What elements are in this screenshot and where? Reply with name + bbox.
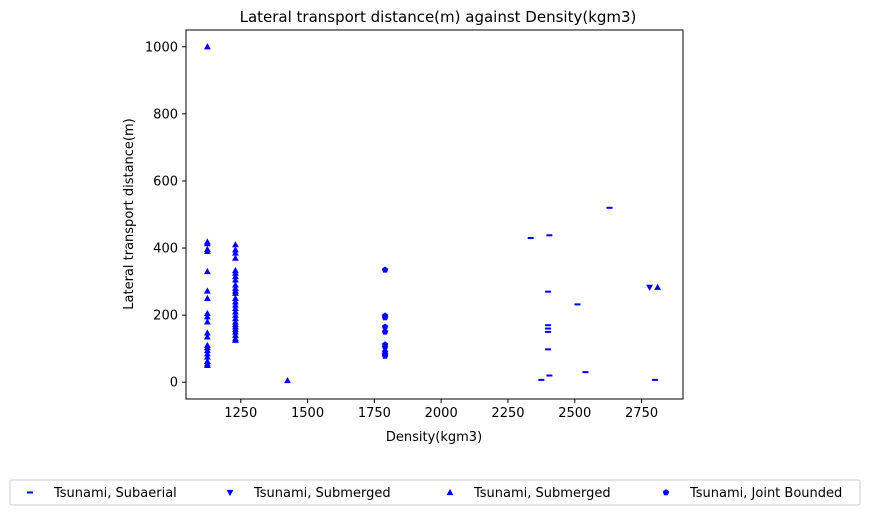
data-point — [232, 298, 239, 305]
data-points — [203, 43, 662, 384]
data-point — [232, 272, 239, 280]
x-axis-label: Density(kgm3) — [386, 430, 482, 445]
data-point — [203, 329, 211, 336]
data-point — [381, 328, 389, 335]
data-point — [232, 241, 239, 248]
series-0 — [527, 206, 658, 381]
x-tick-label: 1250 — [224, 406, 257, 421]
data-point — [232, 304, 239, 312]
series-2 — [203, 43, 662, 384]
legend-label: Tsunami, Submerged — [473, 486, 611, 501]
data-point — [232, 249, 239, 256]
data-point — [203, 313, 211, 320]
data-point — [203, 43, 211, 50]
y-tick-label: 1000 — [145, 40, 178, 55]
data-point — [203, 318, 211, 325]
data-point — [232, 246, 239, 253]
x-tick-label: 2500 — [558, 406, 591, 421]
data-point — [232, 281, 239, 288]
data-point — [203, 309, 211, 317]
y-tick-label: 200 — [153, 309, 178, 324]
y-axis: 0 200 400 600 800 1000 — [145, 40, 186, 391]
data-point — [203, 361, 211, 369]
plot-frame — [185, 29, 684, 400]
data-point — [232, 314, 239, 322]
series-3 — [381, 266, 389, 359]
y-tick-label: 400 — [153, 242, 178, 257]
x-tick-label: 2250 — [491, 406, 524, 421]
data-point — [232, 328, 239, 335]
x-axis: 1250 1500 1750 2000 2250 2500 2750 — [224, 399, 658, 421]
legend-marker — [662, 489, 670, 496]
legend-marker — [226, 489, 234, 497]
legend-frame — [9, 479, 861, 506]
data-point — [381, 314, 389, 321]
data-point — [284, 376, 291, 384]
data-point — [232, 308, 239, 315]
y-tick-label: 600 — [153, 174, 178, 189]
data-point — [232, 289, 239, 296]
series-1 — [646, 284, 653, 291]
legend-label: Tsunami, Subaerial — [53, 486, 177, 501]
data-point — [203, 240, 211, 247]
legend-label: Tsunami, Joint Bounded — [689, 486, 842, 501]
data-point — [203, 287, 211, 294]
x-tick-label: 1750 — [358, 406, 391, 421]
data-point — [203, 247, 211, 254]
data-point — [203, 267, 211, 275]
data-point — [203, 350, 211, 357]
data-point — [381, 266, 389, 273]
data-point — [381, 323, 389, 330]
data-point — [232, 254, 239, 261]
data-point — [232, 269, 239, 276]
plot-area: 1250 1500 1750 2000 2250 2500 2750 0 200 400 600 8… — [145, 29, 684, 421]
data-point — [232, 336, 239, 343]
legend: Tsunami, Subaerial Tsunami, Submerged Tsun… — [9, 479, 861, 506]
legend-label: Tsunami, Submerged — [253, 486, 391, 501]
data-point — [203, 333, 211, 340]
y-tick-label: 800 — [153, 107, 178, 122]
data-point — [203, 294, 211, 301]
data-point — [381, 343, 389, 350]
data-point — [203, 353, 211, 360]
data-point — [232, 311, 239, 318]
data-point — [232, 331, 239, 338]
data-point — [381, 352, 389, 359]
x-tick-label: 1500 — [291, 406, 324, 421]
x-tick-label: 2750 — [625, 406, 658, 421]
legend-marker — [446, 488, 454, 496]
y-tick-label: 0 — [170, 376, 178, 391]
data-point — [232, 294, 239, 301]
data-point — [232, 276, 239, 283]
data-point — [232, 301, 239, 308]
y-axis-label: Lateral transport distance(m) — [122, 118, 137, 309]
chart-title: Lateral transport distance(m) against De… — [240, 8, 637, 26]
data-point — [203, 346, 211, 353]
data-point — [654, 283, 662, 290]
data-point — [646, 284, 653, 291]
x-tick-label: 2000 — [425, 406, 458, 421]
